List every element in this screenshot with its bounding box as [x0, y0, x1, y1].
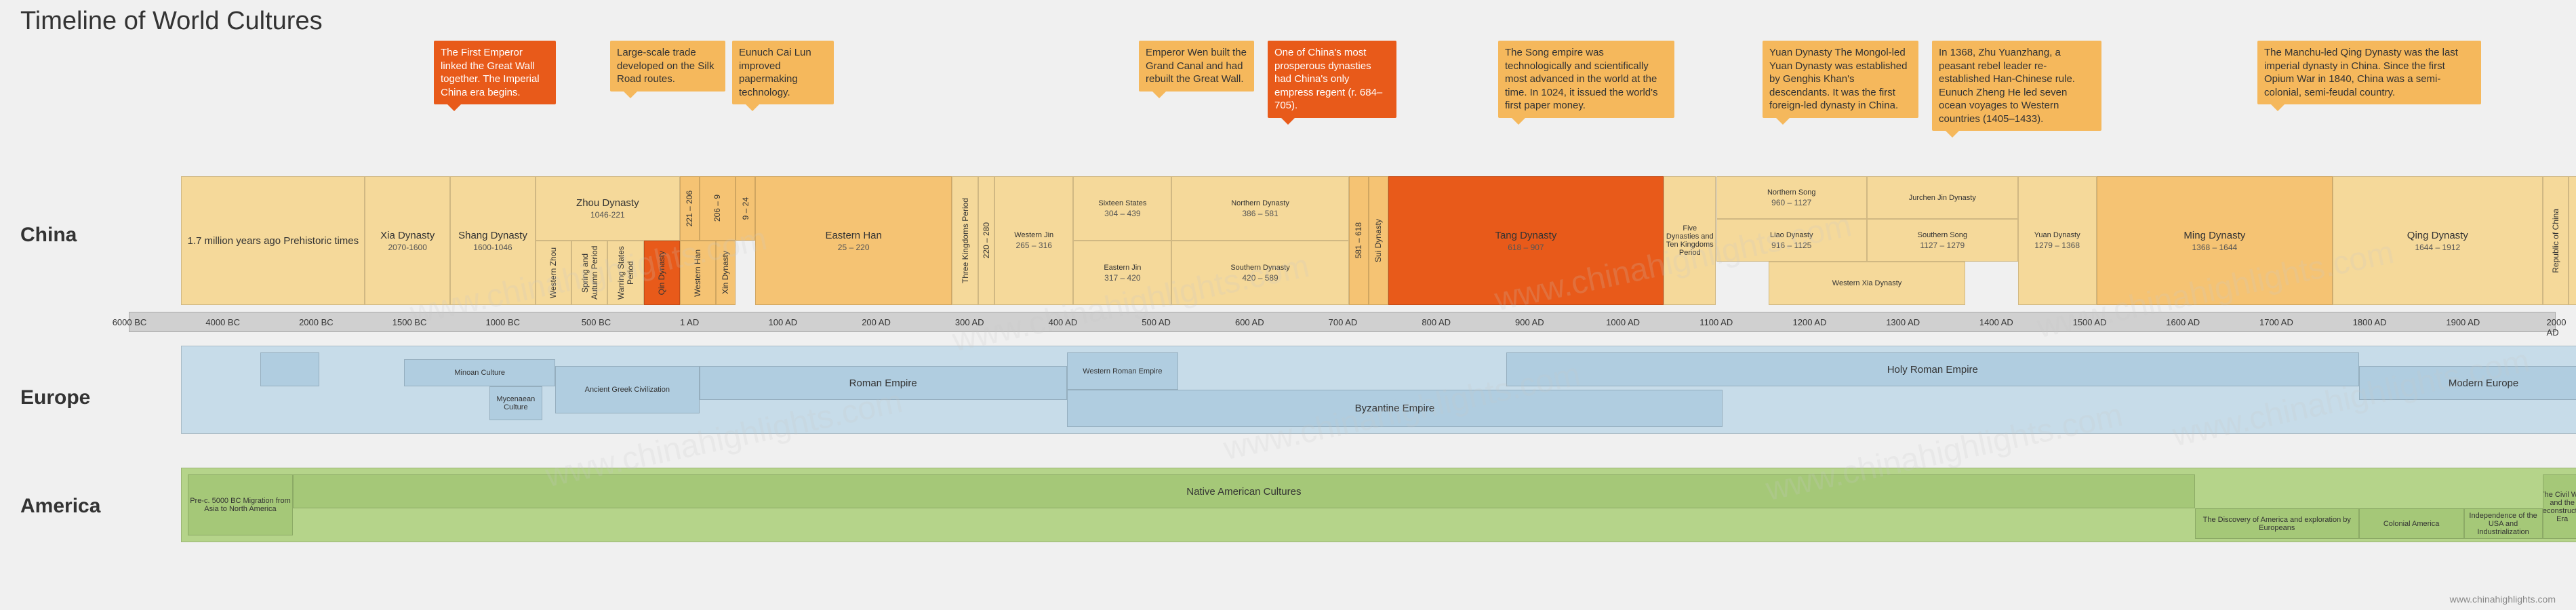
timeline-segment: Ancient Greek Civilization [555, 366, 700, 413]
timeline-segment: Spring and Autumn Period [571, 241, 607, 305]
axis-tick: 1500 BC [393, 317, 427, 327]
axis-tick: 200 AD [862, 317, 891, 327]
axis-tick: 700 AD [1329, 317, 1358, 327]
timeline-segment: Roman Empire [700, 366, 1067, 400]
axis-tick: 1400 AD [1979, 317, 2013, 327]
timeline-segment: Sixteen States304 – 439 [1073, 176, 1171, 241]
axis-tick: 500 BC [582, 317, 611, 327]
timeline-segment [260, 352, 319, 386]
timeline-segment: Mycenaean Culture [489, 386, 542, 420]
timeline-segment: Western Xia Dynasty [1769, 262, 1965, 305]
callout: Yuan Dynasty The Mongol-led Yuan Dynasty… [1763, 41, 1918, 118]
timeline-segment: Minoan Culture [404, 359, 555, 386]
timeline-segment: Ming Dynasty1368 – 1644 [2097, 176, 2333, 305]
track: Minoan CultureMycenaean Culture Ancient G… [129, 346, 2556, 434]
callout: Eunuch Cai Lun improved papermaking tech… [732, 41, 834, 104]
callout: Large-scale trade developed on the Silk … [610, 41, 725, 92]
timeline-segment: Xin Dynasty [716, 241, 736, 305]
axis-tick: 2000 AD [2547, 317, 2567, 338]
axis-tick: 1700 AD [2259, 317, 2293, 327]
timeline-segment: The Civil War and the Reconstruction Era [2543, 474, 2576, 539]
timeline-segment: Shang Dynasty1600-1046 [450, 176, 536, 305]
timeline-segment: Liao Dynasty916 – 1125 [1716, 219, 1868, 262]
axis-tick: 600 AD [1235, 317, 1264, 327]
timeline-segment: Holy Roman Empire [1506, 352, 2359, 386]
axis-tick: 1200 AD [1793, 317, 1827, 327]
timeline-segment: Western Jin265 – 316 [994, 176, 1073, 305]
callout: In 1368, Zhu Yuanzhang, a peasant rebel … [1932, 41, 2101, 131]
timeline-segment: Byzantine Empire [1067, 390, 1723, 427]
timeline-segment: Xia Dynasty2070-1600 [365, 176, 450, 305]
row-label: China [20, 224, 77, 247]
axis-tick: 300 AD [955, 317, 984, 327]
timeline-segment: Western Zhou [536, 241, 571, 305]
callout: One of China's most prosperous dynasties… [1268, 41, 1396, 118]
timeline-segment: Five Dynasties and Ten Kingdoms Period [1664, 176, 1716, 305]
timeline-segment: 1.7 million years ago Prehistoric times [181, 176, 365, 305]
axis-tick: 1000 AD [1606, 317, 1640, 327]
timeline-segment: Jurchen Jin Dynasty [1867, 176, 2018, 219]
timeline-segment: 221 – 206 [680, 176, 700, 241]
axis-tick: 1500 AD [2073, 317, 2107, 327]
timeline-segment: Qin Dynasty [644, 241, 680, 305]
timeline-segment: 220 – 280 [978, 176, 994, 305]
axis-tick: 1000 BC [485, 317, 520, 327]
timeline-segment: Sui Dynasty [1369, 176, 1388, 305]
timeline-segment: Northern Dynasty386 – 581 [1171, 176, 1348, 241]
row-label: America [20, 495, 100, 518]
callout: The First Emperor linked the Great Wall … [434, 41, 556, 104]
timeline-segment: Native American Cultures [293, 474, 2195, 508]
row-label: Europe [20, 386, 90, 409]
timeline-segment: Three Kingdoms Period [952, 176, 978, 305]
callout: The Song empire was technologically and … [1498, 41, 1674, 118]
timeline-segment: Modern China [2569, 176, 2576, 305]
axis-tick: 4000 BC [205, 317, 240, 327]
timeline-segment: Warring States Period [607, 241, 643, 305]
axis-tick: 1900 AD [2446, 317, 2480, 327]
timeline-segment: Yuan Dynasty1279 – 1368 [2018, 176, 2097, 305]
timeline-segment: 581 – 618 [1349, 176, 1369, 305]
callout: Emperor Wen built the Grand Canal and ha… [1139, 41, 1254, 92]
axis-tick: 1100 AD [1699, 317, 1733, 327]
timeline-segment: Colonial America [2359, 508, 2464, 539]
timeline-segment: 206 – 9 [700, 176, 736, 241]
timeline-segment: Tang Dynasty618 – 907 [1388, 176, 1664, 305]
axis-tick: 900 AD [1515, 317, 1544, 327]
timeline-segment: Modern Europe [2359, 366, 2576, 400]
axis-tick: 2000 BC [299, 317, 334, 327]
timeline-segment: Southern Song1127 – 1279 [1867, 219, 2018, 262]
time-axis: 6000 BC4000 BC2000 BC1500 BC1000 BC500 B… [129, 312, 2556, 332]
timeline-segment: Pre-c. 5000 BC Migration from Asia to No… [188, 474, 293, 535]
timeline-segment: 9 – 24 [736, 176, 755, 241]
axis-tick: 1300 AD [1886, 317, 1920, 327]
timeline-segment: Eastern Jin317 – 420 [1073, 241, 1171, 305]
timeline-segment: Northern Song960 – 1127 [1716, 176, 1868, 219]
axis-tick: 1600 AD [2166, 317, 2200, 327]
timeline-segment: Zhou Dynasty1046-221 [536, 176, 680, 241]
track: Pre-c. 5000 BC Migration from Asia to No… [129, 468, 2556, 542]
axis-tick: 500 AD [1142, 317, 1171, 327]
callout: The Manchu-led Qing Dynasty was the last… [2257, 41, 2481, 104]
axis-tick: 400 AD [1049, 317, 1078, 327]
axis-tick: 100 AD [769, 317, 798, 327]
timeline-segment: Eastern Han25 – 220 [755, 176, 952, 305]
axis-tick: 1 AD [680, 317, 699, 327]
timeline-segment: Southern Dynasty420 – 589 [1171, 241, 1348, 305]
track: 1.7 million years ago Prehistoric timesX… [129, 176, 2556, 305]
timeline-segment: Republic of China [2543, 176, 2569, 305]
timeline-segment: Western Han [680, 241, 716, 305]
axis-tick: 1800 AD [2353, 317, 2387, 327]
page-title: Timeline of World Cultures [20, 7, 323, 36]
credit: www.chinahighlights.com [2450, 594, 2556, 605]
timeline-segment: Independence of the USA and Industrializ… [2464, 508, 2543, 539]
timeline-segment: Qing Dynasty1644 – 1912 [2333, 176, 2543, 305]
axis-tick: 800 AD [1422, 317, 1451, 327]
timeline-segment: Western Roman Empire [1067, 352, 1178, 390]
timeline-segment: The Discovery of America and exploration… [2195, 508, 2359, 539]
axis-tick: 6000 BC [113, 317, 147, 327]
